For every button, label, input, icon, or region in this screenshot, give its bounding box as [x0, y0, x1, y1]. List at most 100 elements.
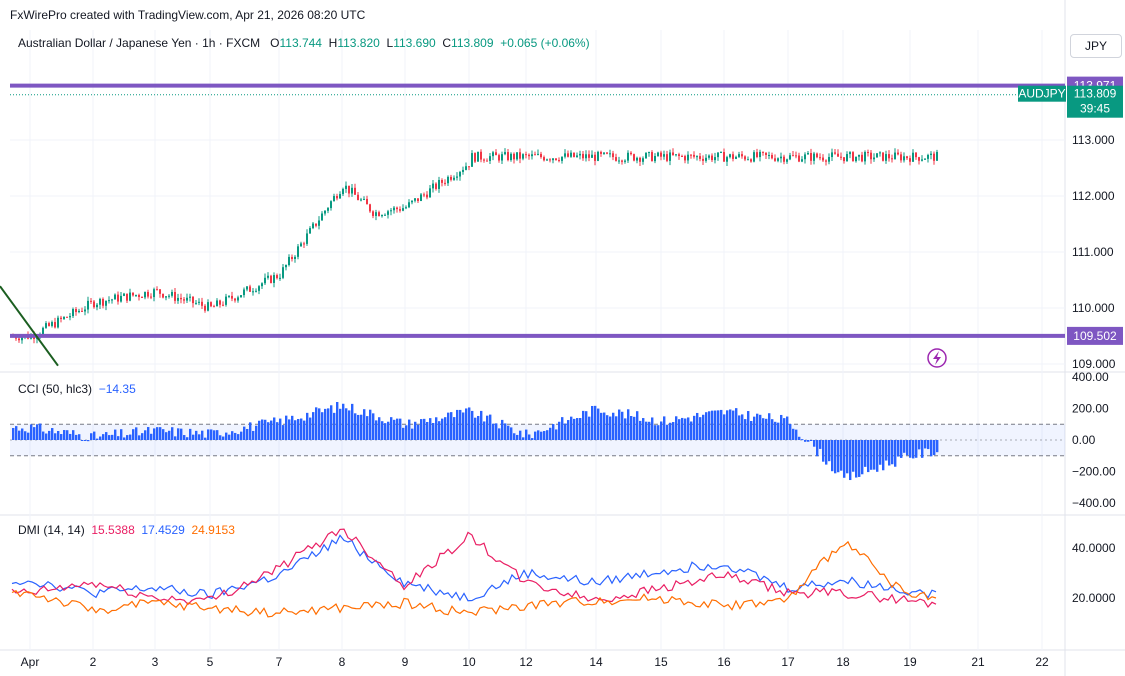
cci-bar: [360, 414, 363, 440]
candle-body: [783, 156, 785, 162]
candle-body: [822, 157, 824, 161]
candle-body: [549, 159, 551, 161]
cci-bar: [273, 417, 276, 440]
cci-bar: [285, 415, 288, 440]
time-axis-label: 12: [519, 655, 533, 669]
candle-body: [786, 159, 788, 162]
cci-bar: [357, 414, 360, 440]
candle-body: [525, 154, 527, 156]
candle-body: [63, 316, 65, 319]
candle-body: [408, 202, 410, 208]
cci-bar: [888, 440, 891, 466]
candle-body: [504, 152, 506, 155]
cci-bar: [57, 430, 60, 440]
cci-bar: [477, 415, 480, 440]
candle-body: [798, 155, 800, 162]
candle-body: [381, 215, 383, 217]
cci-label: CCI (50, hlc3): [18, 382, 93, 396]
cci-bar: [96, 438, 99, 440]
cci-bar: [723, 414, 726, 440]
symbol-tag-label: AUDJPY: [1018, 87, 1065, 101]
candle-body: [645, 153, 647, 159]
candle-body: [66, 316, 68, 318]
candle-body: [660, 152, 662, 157]
candle-body: [738, 154, 740, 157]
cci-bar: [828, 440, 831, 462]
cci-bar: [765, 418, 768, 440]
time-axis-label: 14: [589, 655, 603, 669]
candle-body: [678, 154, 680, 156]
candle-body: [666, 154, 668, 161]
candle-body: [342, 188, 344, 195]
candle-body: [612, 153, 614, 158]
cci-bar: [462, 412, 465, 440]
candle-body: [312, 223, 314, 229]
candle-body: [810, 152, 812, 161]
cci-bar: [468, 407, 471, 440]
support-price-tag: [1067, 326, 1123, 345]
cci-bar: [750, 421, 753, 440]
cci-bar: [696, 412, 699, 440]
cci-bar: [12, 428, 15, 440]
cci-bar: [156, 427, 159, 440]
candle-body: [156, 289, 158, 291]
cci-bar: [717, 410, 720, 440]
cci-bar: [465, 408, 468, 440]
candle-body: [603, 152, 605, 154]
cci-bar: [138, 435, 141, 440]
candle-body: [456, 176, 458, 178]
price-tick-label: 109.000: [1072, 357, 1116, 371]
candle-body: [279, 277, 281, 279]
candles: [12, 148, 938, 344]
candle-body: [405, 207, 407, 209]
candle-body: [378, 212, 380, 217]
candle-body: [195, 302, 197, 304]
cci-bar: [594, 405, 597, 440]
cci-bar: [120, 429, 123, 440]
cci-bar: [474, 417, 477, 440]
cci-bar: [99, 436, 102, 440]
candle-body: [219, 300, 221, 305]
cci-bar: [879, 440, 882, 465]
currency-button[interactable]: JPY: [1070, 34, 1122, 58]
cci-bar: [777, 422, 780, 440]
candle-body: [351, 187, 353, 194]
cci-bar: [210, 429, 213, 440]
candle-body: [174, 291, 176, 301]
cci-bar: [741, 414, 744, 440]
candle-body: [477, 151, 479, 162]
candle-body: [567, 153, 569, 157]
cci-bar: [216, 430, 219, 440]
candle-body: [726, 157, 728, 162]
cci-tick-label: 200.00: [1072, 402, 1109, 416]
candle-body: [51, 322, 53, 326]
candle-body: [921, 159, 923, 161]
candle-body: [816, 153, 818, 158]
candle-body: [180, 297, 182, 300]
candle-body: [198, 301, 200, 303]
candle-body: [918, 157, 920, 161]
candle-body: [171, 291, 173, 296]
candle-body: [702, 158, 704, 161]
cci-bar: [411, 428, 414, 440]
candle-body: [804, 154, 806, 160]
candle-body: [186, 297, 188, 301]
candle-body: [162, 293, 164, 298]
candle-body: [414, 198, 416, 201]
cci-bar: [213, 430, 216, 440]
cci-bar: [546, 430, 549, 440]
cci-bar: [48, 430, 51, 440]
candle-body: [615, 157, 617, 161]
cci-bar: [690, 421, 693, 440]
cci-bar: [180, 428, 183, 440]
cci-bar: [186, 437, 189, 440]
price-tick-label: 111.000: [1072, 245, 1114, 259]
cci-pane: [10, 402, 1065, 481]
candle-body: [531, 154, 533, 157]
cci-bar: [249, 422, 252, 440]
cci-value: −14.35: [98, 382, 136, 396]
candle-body: [144, 291, 146, 298]
candle-body: [516, 152, 518, 160]
